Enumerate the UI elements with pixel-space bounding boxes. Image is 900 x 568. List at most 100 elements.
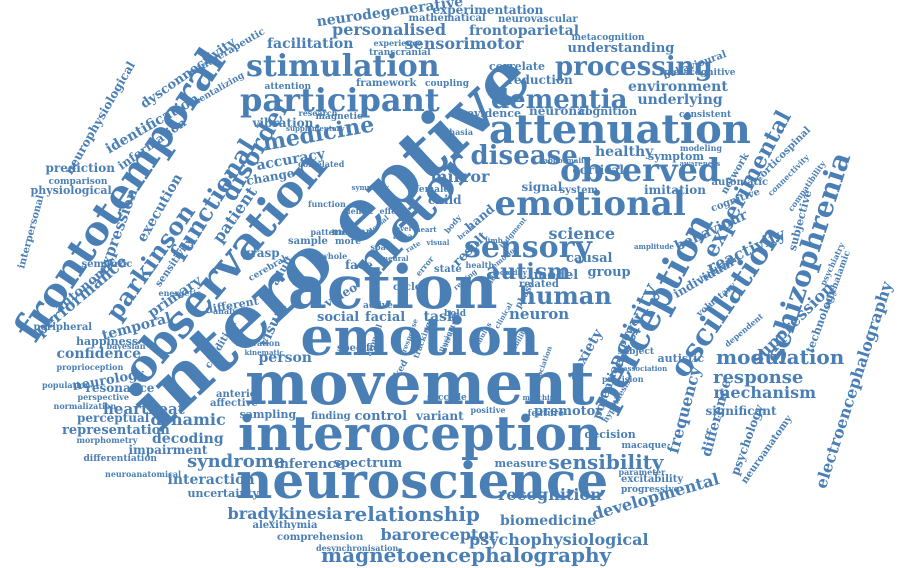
- cloud-word-model: model: [533, 267, 579, 283]
- cloud-word-normalization: normalization: [53, 401, 117, 411]
- cloud-word-cortical: cortical: [572, 163, 624, 177]
- cloud-word-autistic: autistic: [657, 351, 705, 365]
- cloud-word-parameter: parameter: [618, 467, 666, 477]
- cloud-word-sensory: sensory: [464, 230, 592, 265]
- cloud-word-experimentation: experimentation: [432, 3, 544, 17]
- cloud-word-heart: heart: [415, 224, 437, 234]
- cloud-word-frequency: frequency: [662, 364, 705, 456]
- cloud-word-observed: observed: [560, 151, 721, 189]
- cloud-word-interoception: interoception: [238, 406, 602, 462]
- cloud-word-child: child: [428, 193, 462, 207]
- cloud-word-psychophysiological: psychophysiological: [469, 530, 649, 549]
- cloud-word-feature: feature: [527, 408, 565, 419]
- cloud-word-participant: participant: [240, 81, 440, 119]
- cloud-word-disease: disease: [470, 141, 578, 171]
- cloud-word-relationship: relationship: [344, 502, 480, 526]
- cloud-word-neurovascular: neurovascular: [498, 14, 578, 25]
- cloud-word-modeling: modeling: [680, 143, 722, 153]
- cloud-word-mirror: mirror: [430, 167, 490, 186]
- cloud-word-difference: difference: [698, 377, 735, 459]
- cloud-word-imitation: imitation: [644, 183, 706, 197]
- cloud-word-proprioception: proprioception: [56, 362, 124, 372]
- cloud-word-syndrome: syndrome: [187, 451, 286, 472]
- cloud-word-neuron: neuron: [509, 304, 570, 323]
- cloud-word-cognition: cognition: [578, 104, 638, 118]
- cloud-word-finding: finding: [311, 411, 351, 422]
- cloud-word-bold: bold: [444, 308, 467, 319]
- cloud-word-visual-small: visual: [426, 237, 450, 247]
- cloud-word-representation: representation: [62, 422, 170, 438]
- cloud-word-interpersonal: interpersonal: [16, 193, 47, 270]
- cloud-word-significant: significant: [705, 404, 777, 418]
- cloud-word-consistent: consistent: [679, 109, 732, 120]
- cloud-word-analysis: analysis: [213, 306, 249, 316]
- cloud-word-effect: effect: [379, 206, 405, 216]
- cloud-word-affective: affective: [210, 398, 258, 409]
- cloud-word-peripheral: peripheral: [33, 322, 93, 333]
- cloud-word-sample: sample: [288, 236, 328, 247]
- cloud-word-understanding: understanding: [567, 40, 675, 56]
- cloud-word-sensibility: sensibility: [548, 450, 664, 474]
- cloud-word-matching: matching: [522, 392, 560, 402]
- cloud-word-movement: movement: [245, 349, 595, 419]
- cloud-word-supplementary: supplementary: [286, 123, 345, 133]
- cloud-word-signal: signal: [521, 180, 563, 194]
- cloud-word-neuroscience: neuroscience: [236, 451, 609, 510]
- cloud-word-measure: measure: [494, 456, 548, 470]
- cloud-word-abnormality: abnormality: [543, 155, 591, 165]
- cloud-word-pattern: pattern: [310, 227, 344, 237]
- cloud-word-emotional: emotional: [494, 184, 686, 224]
- cloud-word-comparison: comparison: [48, 176, 108, 187]
- cloud-word-comprehension: comprehension: [277, 532, 364, 543]
- cloud-word-cycle: cycle: [393, 282, 422, 293]
- cloud-word-limb: limb: [485, 235, 503, 245]
- cloud-word-uncertainty: uncertainty: [187, 486, 259, 500]
- cloud-word-face: face: [345, 258, 373, 272]
- cloud-word-transcranial: transcranial: [369, 47, 431, 58]
- cloud-word-recognition: recognition: [498, 485, 602, 504]
- cloud-word-experience: experience: [373, 38, 423, 48]
- cloud-word-emotion: emotion: [300, 307, 540, 368]
- cloud-word-sympathy: sympathy: [351, 182, 389, 192]
- cloud-word-amplitude: amplitude: [634, 241, 674, 251]
- cloud-word-stimulation: stimulation: [246, 49, 440, 84]
- cloud-word-processing: processing: [555, 52, 713, 82]
- cloud-word-causal: causal: [566, 250, 613, 266]
- cloud-word-desynchronisation: desynchronisation: [316, 543, 399, 553]
- cloud-word-neural: neural: [383, 253, 409, 263]
- cloud-word-reduction: reduction: [507, 73, 573, 87]
- cloud-word-research: research: [298, 108, 338, 118]
- cloud-word-inference: inference: [274, 456, 344, 472]
- cloud-word-perspective: perspective: [77, 392, 129, 402]
- cloud-word-resonance: resonance: [85, 381, 155, 395]
- cloud-word-activation: activation: [235, 338, 281, 348]
- cloud-word-premotor: premotor: [534, 403, 603, 419]
- cloud-word-variant: variant: [416, 409, 464, 423]
- cloud-word-association: association: [623, 363, 668, 373]
- cloud-word-metacognitive: metacognitive: [664, 67, 736, 78]
- cloud-word-prediction: prediction: [45, 161, 115, 175]
- cloud-word-space: space: [370, 242, 396, 252]
- cloud-word-energetic: energetic: [158, 288, 202, 298]
- cloud-word-human: human: [518, 281, 612, 310]
- cloud-word-bradykinesia: bradykinesia: [227, 504, 343, 523]
- cloud-word-sensorimotor: sensorimotor: [404, 34, 524, 53]
- cloud-word-personalised: personalised: [332, 20, 447, 39]
- cloud-word-level: level: [393, 223, 412, 233]
- cloud-word-macaque: macaque: [621, 440, 667, 451]
- cloud-word-confidence: confidence: [56, 346, 142, 362]
- cloud-word-coupling: coupling: [425, 78, 469, 89]
- cloud-word-automatic: automatic: [711, 177, 769, 188]
- cloud-word-whole: whole: [321, 251, 348, 261]
- cloud-word-magnetic: magnetic: [315, 111, 363, 122]
- cloud-word-facilitation: facilitation: [267, 36, 354, 52]
- cloud-word-impairment: impairment: [128, 443, 208, 457]
- cloud-word-loop: loop: [492, 267, 510, 277]
- cloud-word-person: person: [258, 350, 312, 366]
- cloud-word-specific: specific: [337, 343, 380, 354]
- cloud-word-sampling: sampling: [239, 407, 297, 421]
- cloud-word-heartbeat: heartbeat: [103, 399, 185, 418]
- cloud-word-grasp: grasp: [242, 246, 280, 260]
- cloud-word-active: active: [363, 300, 393, 311]
